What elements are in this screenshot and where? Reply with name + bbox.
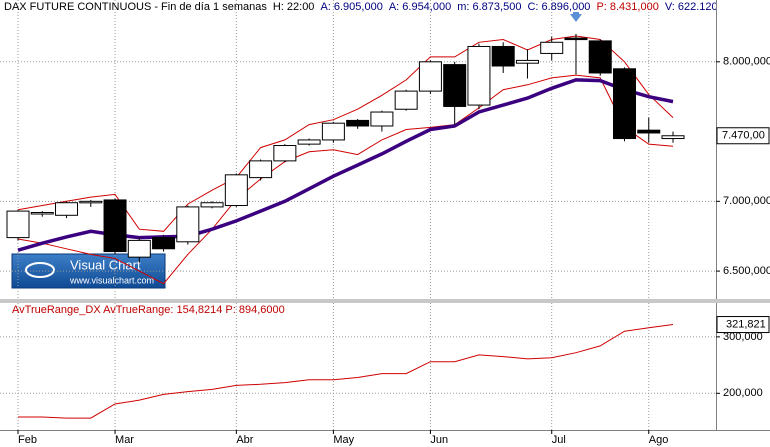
line-series (18, 324, 674, 419)
x-tick-label: Mar (115, 434, 134, 446)
candle-body (30, 211, 54, 215)
line-series (17, 74, 674, 285)
candle-body (661, 135, 685, 140)
candle-body (55, 202, 79, 216)
last-price-label: 7.470,00 (722, 130, 765, 142)
x-tick-label: Jun (430, 434, 448, 446)
candle-body (200, 202, 224, 208)
candle-body (613, 68, 636, 140)
logo-icon (25, 262, 55, 278)
candle-body (321, 122, 345, 141)
header-field: m: 6.873,500 (457, 1, 522, 13)
last-price-box (716, 127, 770, 145)
header-field: C: 6.896,000 (527, 1, 591, 13)
candle-body (540, 41, 564, 54)
candle-body (418, 61, 442, 92)
logo: Visual Chart www.visualchart.com (11, 253, 166, 289)
candle-body (467, 45, 491, 106)
line-series (17, 35, 674, 232)
candle-body (370, 111, 394, 127)
candle-body (346, 119, 370, 127)
header-field: V: 622.120 (664, 1, 716, 13)
candle-body (152, 237, 176, 250)
candle-body (394, 90, 418, 110)
candle-body (564, 37, 588, 41)
candle-body (176, 206, 200, 243)
candle-body (103, 199, 127, 253)
line-series (17, 78, 674, 252)
logo-name: Visual Chart (70, 257, 141, 272)
x-tick-label: Jul (552, 434, 566, 446)
candle-body (273, 145, 297, 162)
candle-body (224, 174, 248, 207)
candle-body (588, 40, 612, 74)
panel (0, 0, 716, 299)
candle-body (637, 129, 661, 134)
header-field: H: 22:00 (272, 1, 315, 13)
y-tick-label: 6.500,000 (723, 265, 770, 277)
panel (0, 303, 716, 430)
candle-body (491, 45, 515, 67)
header-field: A: 6.905,000 (320, 1, 383, 13)
header-field: A: 6.954,000 (388, 1, 452, 13)
candle-body (443, 64, 467, 107)
header-field: P: 8.431,000 (596, 1, 659, 13)
x-tick-label: Abr (236, 434, 253, 446)
logo-url: www.visualchart.com (69, 275, 154, 285)
x-tick-label: Ago (649, 434, 669, 446)
candle-body (6, 210, 30, 239)
header-field: DAX FUTURE CONTINUOUS - Fin de día 1 sem… (4, 1, 267, 13)
panel-separator (0, 299, 770, 303)
header: DAX FUTURE CONTINUOUS - Fin de día 1 sem… (4, 1, 716, 13)
x-tick-label: May (333, 434, 354, 446)
last-value-label: 321,821 (726, 318, 766, 330)
candle-body (515, 59, 539, 64)
y-tick-label: 7.000,000 (723, 195, 770, 207)
candle-body (249, 160, 273, 179)
marker-arrow (570, 12, 582, 22)
x-tick-label: Feb (18, 434, 37, 446)
y-tick-label: 8.000,000 (723, 56, 770, 68)
candle-body (297, 139, 321, 145)
candle-body (79, 200, 103, 204)
candle-body (127, 239, 151, 258)
panel-title: AvTrueRange_DX AvTrueRange: 154,8214 P: … (12, 304, 285, 316)
last-value-box (716, 316, 770, 334)
y-tick-label: 200,000 (723, 387, 763, 399)
y-tick-label: 300,000 (723, 331, 763, 343)
